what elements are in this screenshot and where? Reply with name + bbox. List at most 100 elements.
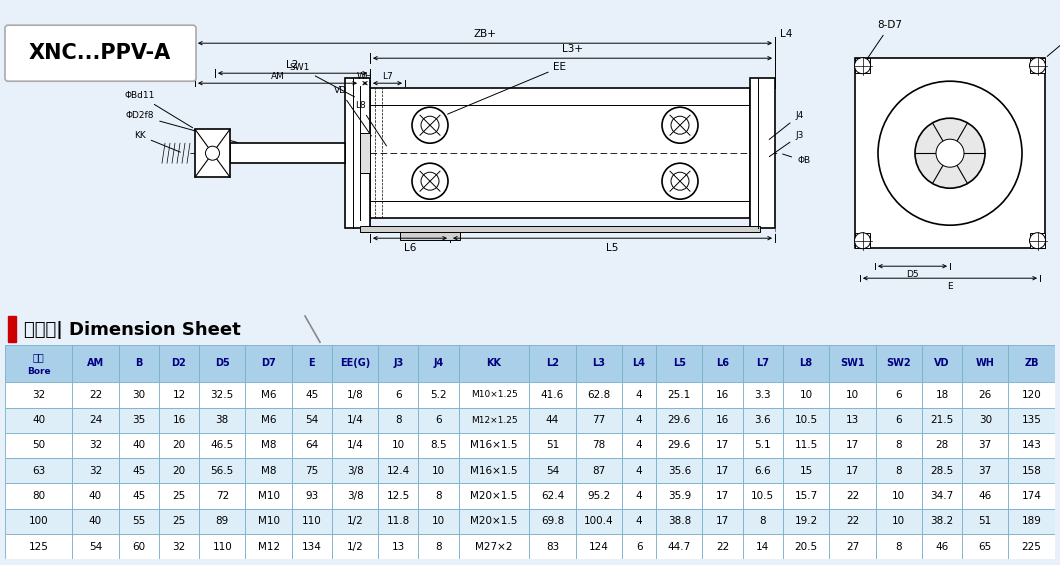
Bar <box>922 407 962 433</box>
Text: 62.4: 62.4 <box>541 491 564 501</box>
Text: 51: 51 <box>978 516 992 527</box>
Text: 12.4: 12.4 <box>387 466 410 476</box>
Text: 8: 8 <box>395 415 402 425</box>
Text: 35: 35 <box>132 415 145 425</box>
Bar <box>159 433 199 458</box>
Text: WH: WH <box>357 72 373 81</box>
Text: 22: 22 <box>846 491 859 501</box>
Text: 22: 22 <box>89 390 102 400</box>
Bar <box>703 433 743 458</box>
Text: 41.6: 41.6 <box>541 390 564 400</box>
Text: 143: 143 <box>1022 441 1042 450</box>
Text: M16×1.5: M16×1.5 <box>471 466 517 476</box>
Text: 24: 24 <box>89 415 102 425</box>
Text: XNC...PPV-A: XNC...PPV-A <box>29 43 171 63</box>
Bar <box>656 534 703 559</box>
Bar <box>119 407 159 433</box>
Bar <box>246 407 292 433</box>
Bar <box>743 383 783 407</box>
Text: 100: 100 <box>29 516 49 527</box>
Text: L5: L5 <box>673 358 686 368</box>
Text: 6: 6 <box>436 415 442 425</box>
Text: 63: 63 <box>32 466 46 476</box>
Bar <box>459 433 529 458</box>
Bar <box>529 407 576 433</box>
Bar <box>292 508 332 534</box>
Text: 4: 4 <box>636 390 642 400</box>
Bar <box>876 484 922 508</box>
Bar <box>922 458 962 484</box>
Bar <box>656 383 703 407</box>
Text: 64: 64 <box>305 441 318 450</box>
Bar <box>8 316 16 342</box>
Text: J3: J3 <box>770 131 803 157</box>
Bar <box>876 345 922 383</box>
Text: 1/4: 1/4 <box>347 415 364 425</box>
Bar <box>72 345 119 383</box>
Bar <box>922 508 962 534</box>
Text: 17: 17 <box>846 441 859 450</box>
Text: 29.6: 29.6 <box>668 441 691 450</box>
Bar <box>703 484 743 508</box>
Bar <box>529 534 576 559</box>
Text: M12: M12 <box>258 542 280 551</box>
Bar <box>962 534 1008 559</box>
Text: ΦBd11: ΦBd11 <box>125 91 193 128</box>
Text: 4: 4 <box>636 516 642 527</box>
Bar <box>576 433 622 458</box>
Text: 3/8: 3/8 <box>347 466 364 476</box>
Bar <box>783 508 829 534</box>
Bar <box>743 458 783 484</box>
Text: L2: L2 <box>546 358 559 368</box>
Text: M8: M8 <box>261 466 277 476</box>
Text: 16: 16 <box>173 415 185 425</box>
Bar <box>962 433 1008 458</box>
Text: 8: 8 <box>436 542 442 551</box>
Bar <box>199 484 246 508</box>
Bar <box>199 383 246 407</box>
Bar <box>332 407 378 433</box>
Text: M20×1.5: M20×1.5 <box>471 516 517 527</box>
Bar <box>370 88 750 218</box>
Bar <box>246 345 292 383</box>
Text: 35.6: 35.6 <box>668 466 691 476</box>
Bar <box>576 484 622 508</box>
Text: 10: 10 <box>893 491 905 501</box>
Bar <box>622 383 656 407</box>
Bar <box>829 407 876 433</box>
Bar <box>962 407 1008 433</box>
Text: 40: 40 <box>89 516 102 527</box>
Text: 4: 4 <box>636 415 642 425</box>
Text: 55: 55 <box>132 516 145 527</box>
Text: 87: 87 <box>593 466 605 476</box>
Bar <box>5 433 72 458</box>
Text: 5.2: 5.2 <box>430 390 447 400</box>
Bar <box>5 484 72 508</box>
Bar <box>1008 534 1055 559</box>
Bar <box>419 458 459 484</box>
Bar <box>922 433 962 458</box>
Text: 6.6: 6.6 <box>755 466 771 476</box>
Bar <box>876 508 922 534</box>
Text: 75: 75 <box>305 466 318 476</box>
Text: L8: L8 <box>355 101 387 146</box>
Text: AM: AM <box>87 358 104 368</box>
Bar <box>292 534 332 559</box>
Bar <box>1008 484 1055 508</box>
Text: 缸径: 缸径 <box>33 353 45 362</box>
Bar <box>400 232 460 240</box>
Circle shape <box>1029 233 1045 249</box>
Bar <box>459 484 529 508</box>
Bar <box>332 508 378 534</box>
Text: 1/8: 1/8 <box>347 390 364 400</box>
Bar <box>72 433 119 458</box>
Text: 124: 124 <box>589 542 608 551</box>
Text: 8: 8 <box>896 441 902 450</box>
Bar <box>292 433 332 458</box>
Bar <box>743 407 783 433</box>
Text: D2: D2 <box>172 358 187 368</box>
Text: 62.8: 62.8 <box>587 390 611 400</box>
Text: 32: 32 <box>173 542 185 551</box>
Bar <box>855 58 870 73</box>
Text: L6: L6 <box>717 358 729 368</box>
